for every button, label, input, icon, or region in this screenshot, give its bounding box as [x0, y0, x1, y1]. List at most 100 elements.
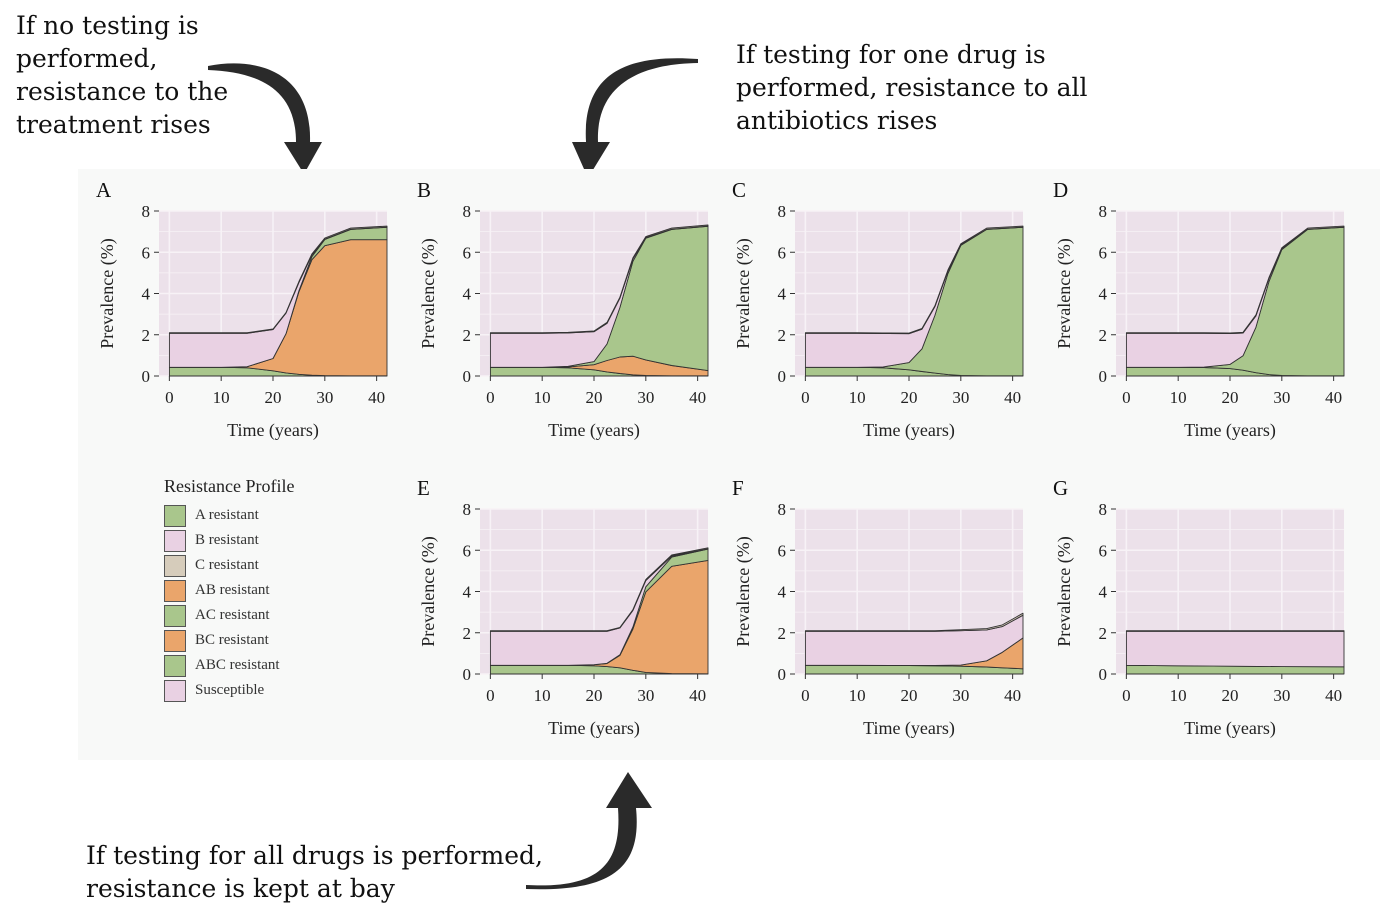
x-tick-label: 20 — [901, 686, 918, 705]
chart-panel-g: G 0 2 4 6 8 0 10 20 30 40 Time (years) Prevalence (%… — [1053, 476, 1345, 739]
x-tick-label: 30 — [952, 388, 969, 407]
x-axis-title: Time (years) — [548, 718, 640, 739]
annotation-no-testing: If no testing is performed, resistance t… — [16, 11, 229, 139]
x-tick-label: 20 — [901, 388, 918, 407]
x-axis-title: Time (years) — [548, 420, 640, 441]
x-tick-label: 40 — [1325, 388, 1342, 407]
x-tick-label: 40 — [1004, 388, 1021, 407]
y-tick-label: 8 — [1099, 500, 1108, 519]
y-tick-label: 0 — [778, 665, 787, 684]
legend-item: BC resistant — [164, 628, 294, 653]
area-series — [168, 225, 388, 334]
y-tick-label: 8 — [463, 500, 472, 519]
legend-key — [164, 629, 186, 652]
legend-label: AC resistant — [195, 607, 270, 623]
x-tick-label: 0 — [1122, 388, 1131, 407]
annotation-all-drugs-testing: If testing for all drugs is performed, r… — [86, 841, 543, 903]
x-axis-title: Time (years) — [1184, 718, 1276, 739]
legend-key — [164, 554, 186, 577]
legend-label: BC resistant — [195, 632, 269, 648]
chart-panel-f: F 0 2 4 6 8 0 10 20 30 40 Time (years) Prevalence (%… — [732, 476, 1024, 739]
y-tick-label: 8 — [778, 202, 787, 221]
x-tick-label: 30 — [637, 388, 654, 407]
legend-item: C resistant — [164, 553, 294, 578]
x-tick-label: 0 — [486, 388, 495, 407]
y-tick-label: 8 — [463, 202, 472, 221]
y-tick-label: 2 — [778, 624, 787, 643]
legend-label: Susceptible — [195, 682, 265, 698]
area-series — [1125, 225, 1345, 334]
y-tick-label: 2 — [463, 624, 472, 643]
x-tick-label: 0 — [801, 388, 810, 407]
x-tick-label: 0 — [165, 388, 174, 407]
x-tick-label: 30 — [1273, 388, 1290, 407]
legend-key — [164, 579, 186, 602]
figure-panel: A 0 2 4 6 8 0 10 20 30 40 Time (years) Prevalence (%… — [78, 169, 1380, 760]
y-tick-label: 6 — [778, 541, 787, 560]
legend-label: AB resistant — [195, 582, 270, 598]
area-series — [1125, 630, 1345, 632]
x-tick-label: 30 — [952, 686, 969, 705]
x-axis-title: Time (years) — [227, 420, 319, 441]
y-axis-title: Prevalence (%) — [418, 238, 439, 348]
x-tick-label: 10 — [849, 686, 866, 705]
x-tick-label: 10 — [849, 388, 866, 407]
legend-key — [164, 529, 186, 552]
y-tick-label: 6 — [778, 243, 787, 262]
legend-label: C resistant — [195, 557, 259, 573]
legend-item: AB resistant — [164, 578, 294, 603]
x-tick-label: 20 — [586, 686, 603, 705]
y-tick-label: 4 — [463, 285, 472, 304]
panel-letter: G — [1053, 476, 1068, 500]
chart-panel-e: E 0 2 4 6 8 0 10 20 30 40 Time (years) Prevalence (%… — [417, 476, 709, 739]
y-tick-label: 4 — [778, 583, 787, 602]
y-tick-label: 6 — [463, 243, 472, 262]
panel-letter: B — [417, 178, 431, 202]
x-tick-label: 10 — [534, 686, 551, 705]
y-tick-label: 0 — [463, 367, 472, 386]
x-tick-label: 0 — [1122, 686, 1131, 705]
chart-panel-a: A 0 2 4 6 8 0 10 20 30 40 Time (years) Prevalence (%… — [96, 178, 388, 441]
x-axis-title: Time (years) — [1184, 420, 1276, 441]
area-series — [489, 547, 709, 632]
legend-items: A resistant B resistant C resistant AB resi… — [164, 503, 294, 703]
y-axis-title: Prevalence (%) — [1054, 536, 1075, 646]
legend-item: AC resistant — [164, 603, 294, 628]
x-tick-label: 40 — [1004, 686, 1021, 705]
y-tick-label: 6 — [142, 243, 151, 262]
panel-letter: F — [732, 476, 744, 500]
x-tick-label: 10 — [1170, 686, 1187, 705]
legend-key — [164, 504, 186, 527]
y-tick-label: 6 — [463, 541, 472, 560]
legend-label: ABC resistant — [195, 657, 280, 673]
y-axis-title: Prevalence (%) — [97, 238, 118, 348]
x-tick-label: 0 — [486, 686, 495, 705]
y-tick-label: 8 — [778, 500, 787, 519]
legend-item: A resistant — [164, 503, 294, 528]
y-tick-label: 0 — [142, 367, 151, 386]
x-tick-label: 10 — [213, 388, 230, 407]
y-tick-label: 0 — [778, 367, 787, 386]
y-tick-label: 4 — [142, 285, 151, 304]
x-tick-label: 40 — [689, 686, 706, 705]
x-tick-label: 20 — [1222, 388, 1239, 407]
y-axis-title: Prevalence (%) — [733, 238, 754, 348]
x-tick-label: 20 — [265, 388, 282, 407]
x-axis-title: Time (years) — [863, 420, 955, 441]
legend-label: B resistant — [195, 532, 259, 548]
legend-key — [164, 679, 186, 702]
arrow-to-panel-e-icon — [526, 772, 652, 890]
panel-letter: E — [417, 476, 430, 500]
x-tick-label: 30 — [316, 388, 333, 407]
y-tick-label: 2 — [1099, 326, 1108, 345]
annotation-one-drug-testing: If testing for one drug is performed, re… — [736, 40, 1088, 135]
legend-item: ABC resistant — [164, 653, 294, 678]
y-axis-title: Prevalence (%) — [733, 536, 754, 646]
chart-panel-c: C 0 2 4 6 8 0 10 20 30 40 Time (years) Prevalence (%… — [732, 178, 1024, 441]
y-tick-label: 2 — [142, 326, 151, 345]
legend-item: B resistant — [164, 528, 294, 553]
x-tick-label: 40 — [689, 388, 706, 407]
legend: Resistance Profile A resistant B resistan… — [164, 475, 294, 703]
legend-key — [164, 654, 186, 677]
